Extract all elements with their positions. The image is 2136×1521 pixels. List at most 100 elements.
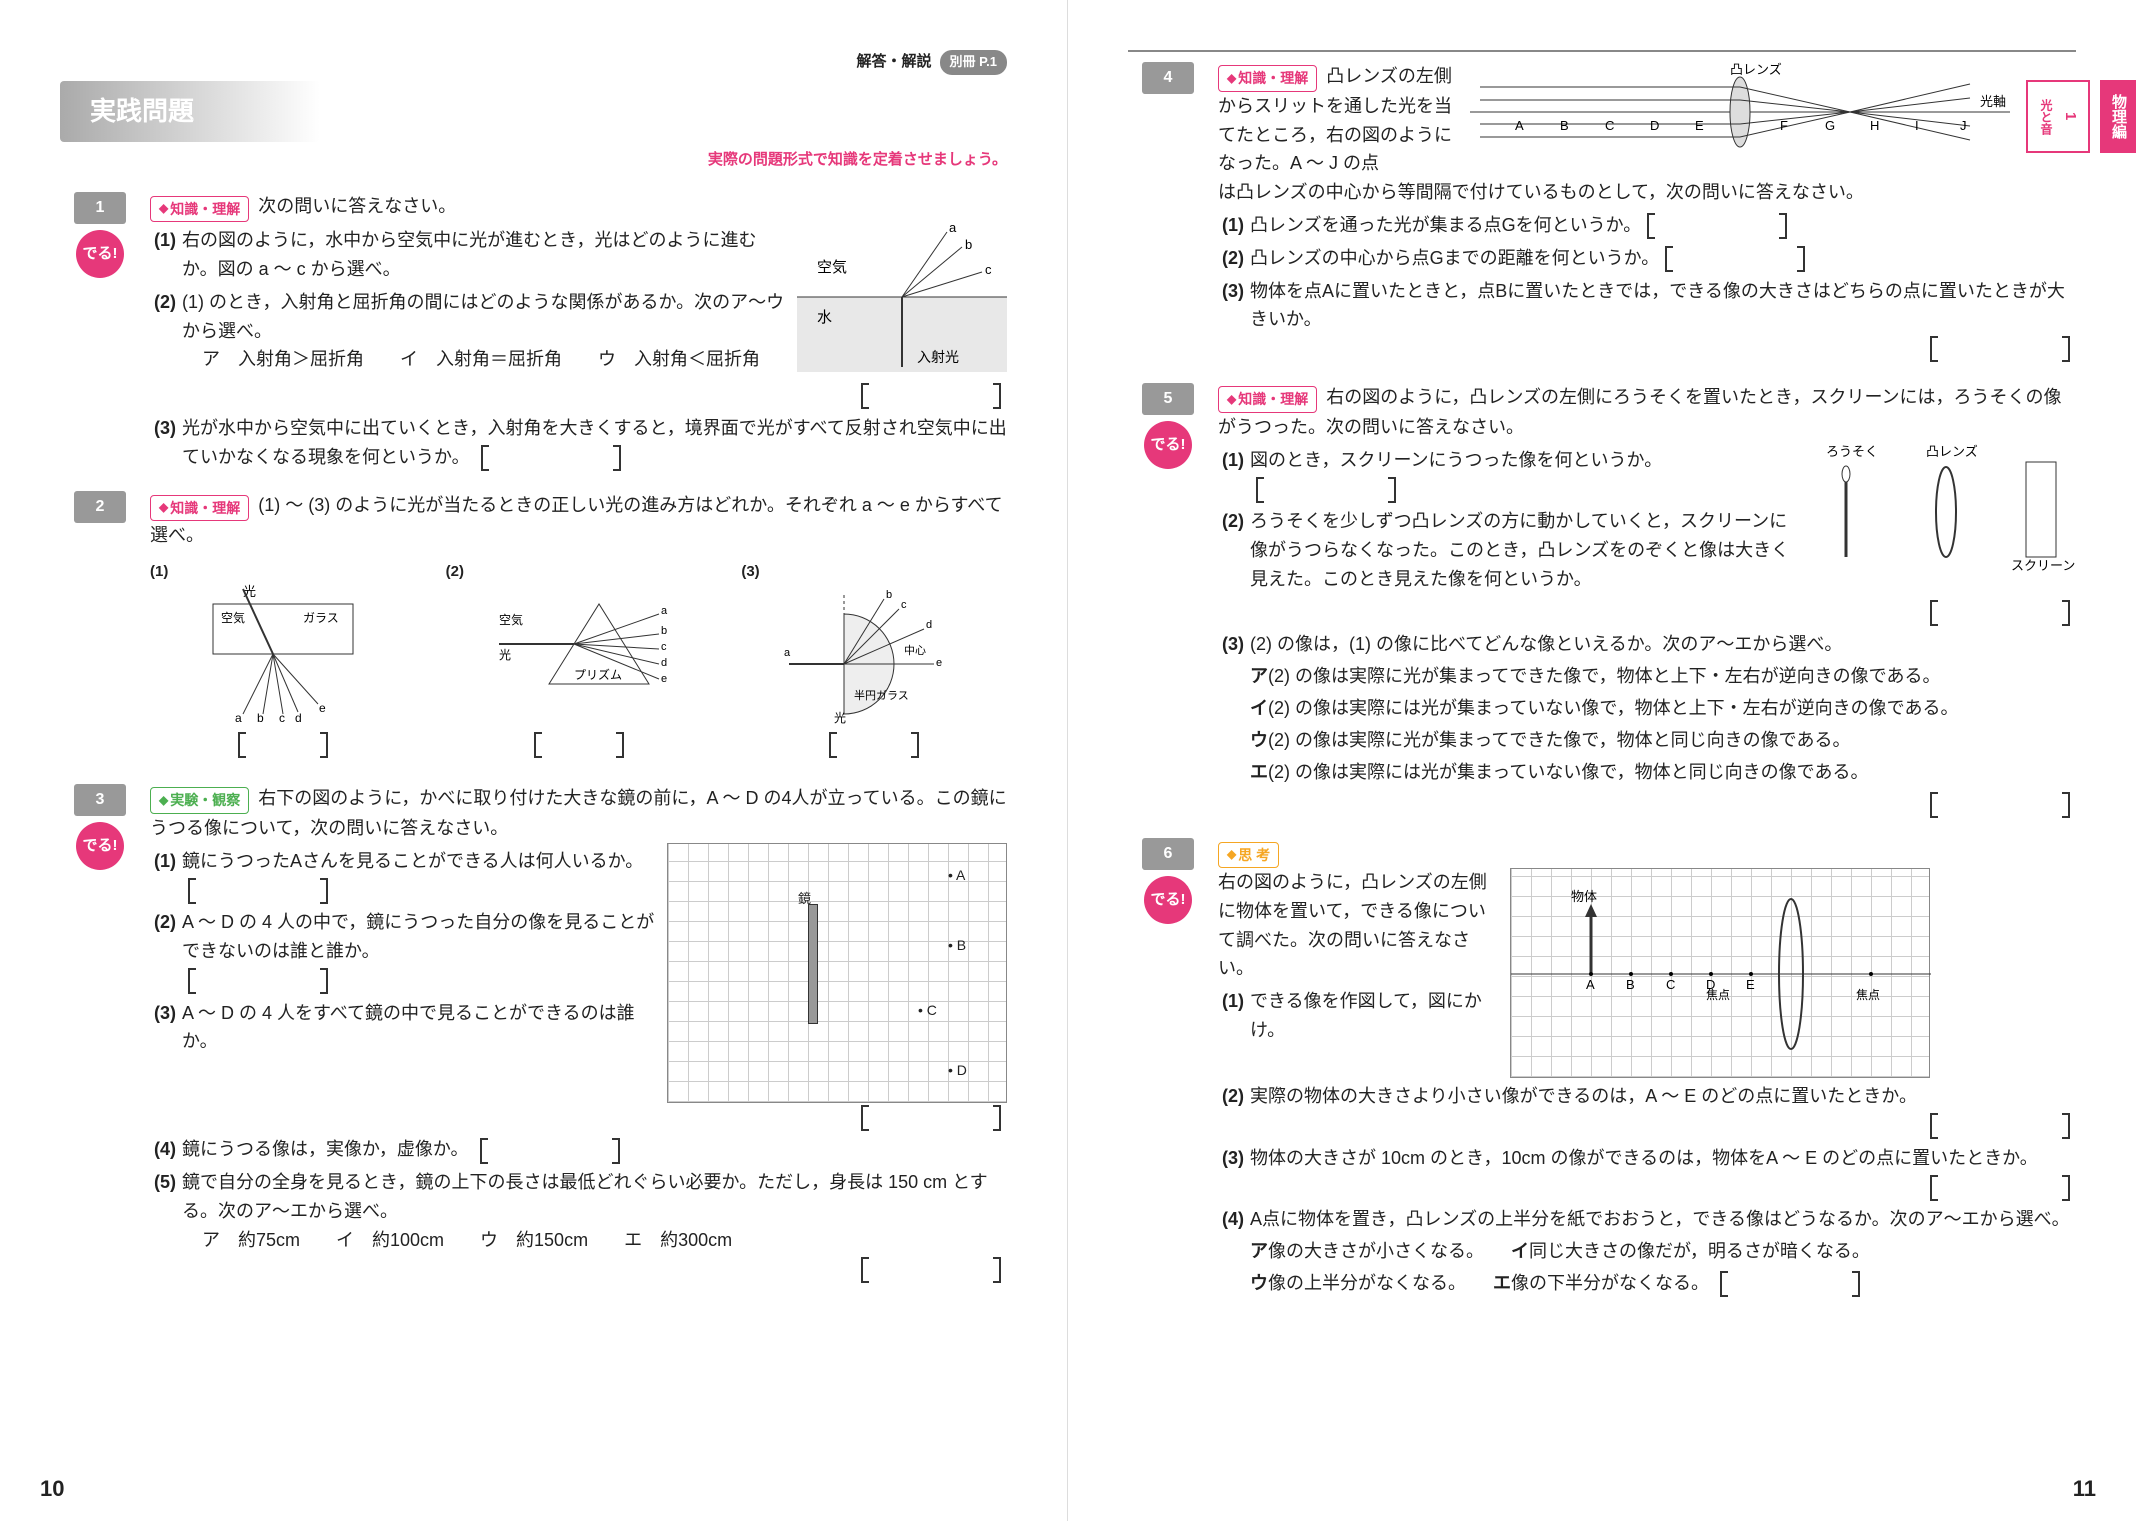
q3-number: 3 — [74, 784, 127, 816]
svg-text:G: G — [1825, 118, 1835, 133]
svg-text:c: c — [901, 599, 907, 611]
svg-text:スクリーン: スクリーン — [2011, 558, 2075, 572]
q3-intro: 右下の図のように，かべに取り付けた大きな鏡の前に，A ～ D の4人が立っている… — [150, 788, 1007, 838]
answer-bracket — [481, 445, 621, 471]
q2-number: 2 — [74, 491, 127, 523]
question-6: 6 でる! 思 考 右の図のように，凸レンズの左側に物体を置いて，できる像につい… — [1128, 838, 2076, 1304]
deru-badge: でる! — [76, 230, 124, 278]
subtitle: 実際の問題形式で知識を定着させましょう。 — [60, 148, 1007, 172]
chapter-tab: 1光と音 — [2026, 80, 2090, 153]
svg-text:E: E — [1746, 977, 1755, 992]
header-pill: 別冊 P.1 — [940, 50, 1007, 75]
svg-text:光: 光 — [834, 711, 846, 724]
q2-intro: (1) ～ (3) のように光が当たるときの正しい光の進み方はどれか。それぞれ … — [150, 495, 1003, 545]
q1-number: 1 — [74, 192, 127, 224]
q4-number: 4 — [1142, 62, 1195, 94]
svg-text:半円ガラス: 半円ガラス — [854, 688, 909, 702]
svg-text:J: J — [1960, 118, 1967, 133]
candle-lens-figure: ろうそく 凸レンズ スクリーン — [1816, 442, 2076, 572]
q1-intro: 次の問いに答えなさい。 — [258, 196, 456, 216]
svg-text:D: D — [1706, 977, 1715, 992]
svg-text:d: d — [295, 711, 302, 724]
svg-text:光軸: 光軸 — [1980, 94, 2006, 109]
tag-experiment: 実験・観察 — [150, 787, 249, 813]
svg-text:b: b — [661, 625, 667, 637]
answer-bracket — [861, 383, 1001, 409]
svg-text:焦点: 焦点 — [1856, 988, 1880, 1002]
q5-number: 5 — [1142, 383, 1195, 415]
svg-text:a: a — [949, 222, 957, 235]
svg-text:E: E — [1695, 118, 1704, 133]
svg-text:e: e — [319, 701, 326, 715]
svg-text:ろうそく: ろうそく — [1826, 444, 1878, 459]
deru-badge: でる! — [1144, 421, 1192, 469]
svg-text:d: d — [661, 657, 667, 669]
svg-text:a: a — [235, 711, 242, 724]
svg-text:b: b — [886, 589, 892, 601]
svg-text:B: B — [1626, 977, 1635, 992]
svg-text:c: c — [279, 711, 285, 724]
svg-text:c: c — [985, 262, 992, 277]
svg-text:ガラス: ガラス — [303, 611, 339, 625]
header-label: 解答・解説 — [857, 50, 932, 74]
question-3: 3 でる! 実験・観察 右下の図のように，かべに取り付けた大きな鏡の前に，A ～… — [60, 784, 1007, 1287]
deru-badge: でる! — [1144, 876, 1192, 924]
tag-knowledge: 知識・理解 — [150, 495, 249, 521]
page-number-right: 11 — [2073, 1471, 2096, 1506]
right-page: 物理編 1光と音 4 知識・理解 凸レンズの左側からスリットを通した光を当てたと… — [1068, 0, 2136, 1521]
tag-think: 思 考 — [1218, 842, 1279, 868]
side-tab: 物理編 1光と音 — [2026, 80, 2136, 153]
svg-text:C: C — [1666, 977, 1675, 992]
svg-text:H: H — [1870, 118, 1879, 133]
page-number-left: 10 — [40, 1471, 64, 1506]
halfcircle-figure: 半円ガラス 中心 b c d e a 光 — [784, 584, 964, 724]
question-1: 1 でる! 知識・理解 次の問いに答えなさい。 (1) 右の図のように，水中から… — [60, 192, 1007, 475]
svg-text:水: 水 — [817, 309, 832, 326]
tag-knowledge: 知識・理解 — [1218, 65, 1317, 91]
svg-text:中心: 中心 — [904, 644, 926, 657]
svg-text:b: b — [257, 711, 264, 724]
svg-text:I: I — [1915, 118, 1919, 133]
svg-text:A: A — [1515, 118, 1524, 133]
lens-grid-figure: 物体 焦点 焦点 ABCDE — [1510, 868, 1930, 1078]
svg-text:空気: 空気 — [499, 612, 523, 627]
glass-figure: 光 空気 ガラス a b c d e — [193, 584, 373, 724]
svg-text:物体: 物体 — [1571, 889, 1597, 904]
tag-knowledge: 知識・理解 — [1218, 386, 1317, 412]
svg-text:B: B — [1560, 118, 1569, 133]
svg-text:プリズム: プリズム — [574, 667, 622, 682]
page-title: 実践問題 — [90, 96, 194, 126]
prism-figure: 空気 プリズム 光 a b c d e — [489, 584, 669, 724]
refraction-figure: a b c 空気 水 入射光 — [797, 222, 1007, 372]
svg-text:凸レンズ: 凸レンズ — [1730, 62, 1782, 77]
svg-text:b: b — [965, 237, 972, 252]
left-page: 解答・解説 別冊 P.1 実践問題 実際の問題形式で知識を定着させましょう。 1… — [0, 0, 1068, 1521]
section-tab: 物理編 — [2100, 80, 2136, 153]
svg-text:入射光: 入射光 — [917, 349, 959, 365]
q6-intro: 右の図のように，凸レンズの左側に物体を置いて，できる像について調べた。次の問いに… — [1218, 872, 1487, 978]
question-2: 2 知識・理解 (1) ～ (3) のように光が当たるときの正しい光の進み方はど… — [60, 491, 1007, 768]
lens-diagram: 凸レンズ 光軸 A B C D E F G H I J — [1470, 62, 2010, 152]
mirror-grid-figure: 鏡 • A • B • C • D — [667, 843, 1007, 1103]
svg-text:空気: 空気 — [221, 610, 245, 625]
question-4: 4 知識・理解 凸レンズの左側からスリットを通した光を当てたところ，右の図のよう… — [1128, 62, 2076, 367]
header: 解答・解説 別冊 P.1 — [60, 50, 1007, 75]
deru-badge: でる! — [76, 822, 124, 870]
q6-number: 6 — [1142, 838, 1195, 870]
title-box: 実践問題 — [60, 81, 320, 143]
svg-text:凸レンズ: 凸レンズ — [1926, 444, 1978, 459]
svg-text:c: c — [661, 641, 667, 653]
svg-text:F: F — [1780, 118, 1788, 133]
svg-text:d: d — [926, 619, 932, 631]
svg-text:e: e — [661, 673, 667, 685]
svg-text:e: e — [936, 657, 942, 669]
svg-text:A: A — [1586, 977, 1595, 992]
svg-text:a: a — [661, 605, 668, 617]
svg-text:光: 光 — [499, 648, 511, 662]
svg-text:空気: 空気 — [817, 259, 847, 276]
q5-intro: 右の図のように，凸レンズの左側にろうそくを置いたとき，スクリーンには，ろうそくの… — [1218, 387, 2062, 437]
question-5: 5 でる! 知識・理解 右の図のように，凸レンズの左側にろうそくを置いたとき，ス… — [1128, 383, 2076, 822]
svg-text:D: D — [1650, 118, 1659, 133]
svg-text:a: a — [784, 647, 791, 659]
svg-text:C: C — [1605, 118, 1614, 133]
